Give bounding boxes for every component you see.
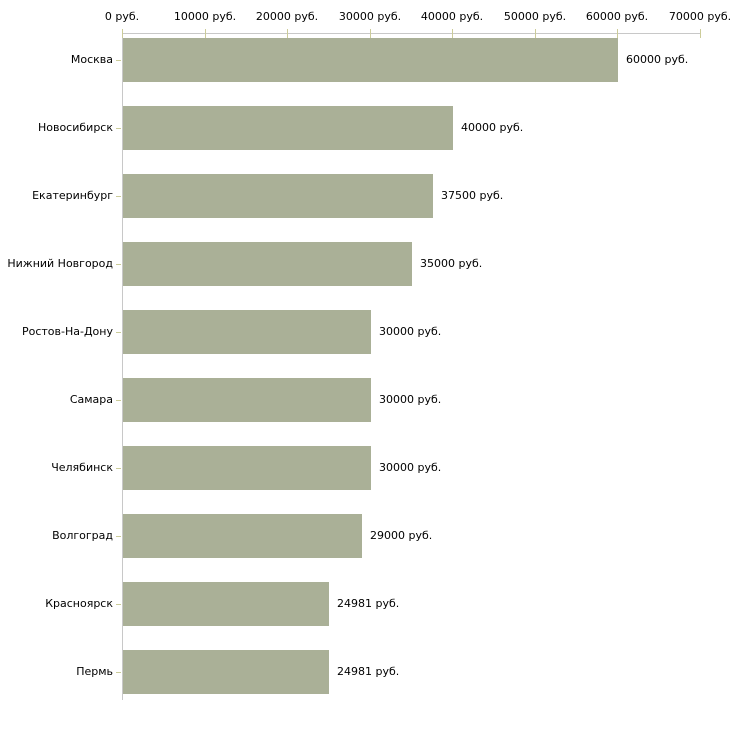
y-axis-tick [116,128,121,129]
x-axis-tick-label: 10000 руб. [173,10,237,23]
x-axis-tick [205,29,206,38]
bar [123,38,618,82]
category-label: Пермь [76,665,113,678]
bar [123,378,371,422]
y-axis-tick [116,60,121,61]
bar [123,174,433,218]
y-axis-line [122,33,123,700]
category-label: Самара [69,393,113,406]
x-axis-tick-label: 30000 руб. [338,10,402,23]
x-axis-tick [617,29,618,38]
bar [123,514,362,558]
x-axis-tick-label: 50000 руб. [503,10,567,23]
category-label: Челябинск [51,461,113,474]
category-label: Нижний Новгород [7,257,113,270]
y-axis-tick [116,672,121,673]
value-label: 60000 руб. [626,53,689,66]
value-label: 30000 руб. [379,393,442,406]
x-axis-tick [452,29,453,38]
bar [123,582,329,626]
category-label: Ростов-На-Дону [21,325,113,338]
category-label: Екатеринбург [32,189,113,202]
x-axis-line [122,33,700,34]
x-axis-tick-label: 60000 руб. [585,10,649,23]
x-axis-tick-label: 0 руб. [104,10,140,23]
y-axis-tick [116,604,121,605]
category-label: Новосибирск [37,121,113,134]
bar [123,446,371,490]
value-label: 37500 руб. [441,189,504,202]
x-axis-tick [370,29,371,38]
bar [123,310,371,354]
bar [123,106,453,150]
y-axis-tick [116,536,121,537]
x-axis-tick [700,29,701,38]
x-axis-tick [287,29,288,38]
x-axis-tick-label: 40000 руб. [420,10,484,23]
value-label: 40000 руб. [461,121,524,134]
bar [123,650,329,694]
value-label: 29000 руб. [370,529,433,542]
x-axis-tick-label: 20000 руб. [255,10,319,23]
y-axis-tick [116,400,121,401]
x-axis-tick-label: 70000 руб. [668,10,730,23]
y-axis-tick [116,332,121,333]
value-label: 35000 руб. [420,257,483,270]
bar [123,242,412,286]
value-label: 24981 руб. [337,665,400,678]
category-label: Красноярск [45,597,113,610]
value-label: 24981 руб. [337,597,400,610]
y-axis-tick [116,196,121,197]
category-label: Волгоград [52,529,113,542]
x-axis-tick [122,29,123,38]
x-axis-tick [535,29,536,38]
category-label: Москва [70,53,113,66]
value-label: 30000 руб. [379,325,442,338]
y-axis-tick [116,468,121,469]
y-axis-tick [116,264,121,265]
value-label: 30000 руб. [379,461,442,474]
